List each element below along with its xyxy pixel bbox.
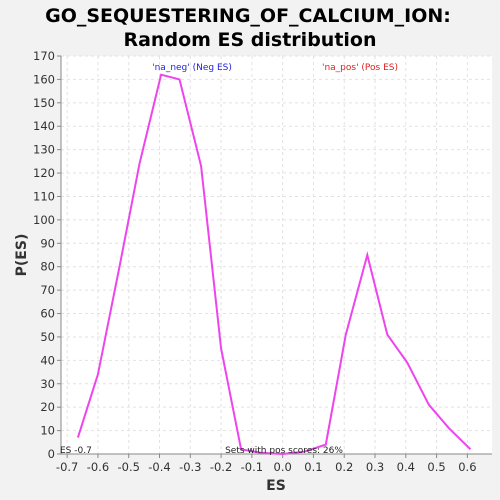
es-annotation: ES -0.7 — [60, 446, 92, 456]
x-tick-label: 0.4 — [397, 460, 415, 474]
plot-area — [61, 56, 492, 454]
x-axis-ticks: -0.7 -0.6 -0.5 -0.4 -0.3 -0.2 -0.1 0.0 0.1 0.2 0.3… — [56, 454, 477, 474]
y-tick-label: 10 — [40, 424, 55, 438]
y-tick-label: 60 — [40, 307, 55, 321]
y-axis-label: P(ES) — [14, 234, 30, 277]
y-tick-label: 30 — [40, 377, 55, 391]
x-tick-label: 0.2 — [335, 460, 353, 474]
y-tick-label: 20 — [40, 400, 55, 414]
y-tick-label: 90 — [40, 236, 55, 250]
y-tick-label: 140 — [33, 119, 55, 133]
y-tick-label: 160 — [33, 72, 55, 86]
y-tick-label: 50 — [40, 330, 55, 344]
x-tick-label: 0.1 — [304, 460, 322, 474]
x-tick-label: -0.5 — [118, 460, 140, 474]
y-tick-label: 40 — [40, 353, 55, 367]
y-tick-label: 110 — [33, 189, 55, 203]
y-tick-label: 120 — [33, 166, 55, 180]
x-tick-label: 0.3 — [366, 460, 384, 474]
y-tick-label: 80 — [40, 260, 55, 274]
x-tick-label: -0.2 — [210, 460, 232, 474]
y-tick-label: 130 — [33, 143, 55, 157]
x-tick-label: 0.5 — [427, 460, 445, 474]
y-axis-ticks: 0 10 20 30 40 50 60 70 80 90 100 110 120 130 140 150 160… — [33, 49, 61, 461]
x-tick-label: -0.6 — [87, 460, 109, 474]
chart-title-line-2: Random ES distribution — [123, 29, 376, 51]
y-tick-label: 170 — [33, 49, 55, 63]
x-tick-label: -0.1 — [241, 460, 263, 474]
x-tick-label: -0.7 — [56, 460, 78, 474]
chart-title-line-1: GO_SEQUESTERING_OF_CALCIUM_ION: — [45, 5, 451, 27]
y-tick-label: 100 — [33, 213, 55, 227]
y-tick-label: 150 — [33, 96, 55, 110]
x-tick-label: 0.6 — [458, 460, 476, 474]
y-tick-label: 70 — [40, 283, 55, 297]
sets-pos-annotation: Sets with pos scores: 26% — [225, 446, 343, 456]
x-tick-label: -0.3 — [179, 460, 201, 474]
neg-es-label: 'na_neg' (Neg ES) — [152, 63, 232, 73]
x-tick-label: -0.4 — [148, 460, 170, 474]
y-tick-label: 0 — [48, 447, 55, 461]
pos-es-label: 'na_pos' (Pos ES) — [322, 63, 398, 73]
x-tick-label: 0.0 — [274, 460, 292, 474]
x-axis-label: ES — [266, 478, 286, 494]
